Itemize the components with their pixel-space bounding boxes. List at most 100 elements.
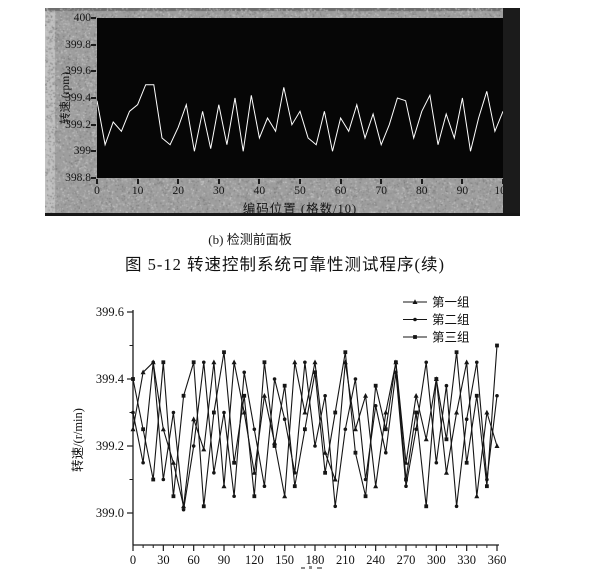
series-2-marker [171, 410, 176, 415]
series-1-marker [352, 426, 358, 432]
series-1-marker [231, 359, 237, 365]
series-2-marker [282, 417, 287, 421]
bottom-y-axis-title: 转速/(r/min) [70, 408, 85, 472]
series-3-marker [181, 393, 186, 398]
clipped-axis-label-fragment [301, 567, 305, 569]
series-3-marker [454, 350, 459, 355]
series-1-marker [494, 443, 500, 448]
series-2-marker [191, 444, 196, 448]
series-1-marker [443, 470, 449, 475]
top-x-tick-label: 10 [131, 185, 144, 197]
bottom-x-tick-label: 300 [427, 553, 446, 567]
series-2-marker [131, 410, 135, 415]
series-1-marker [282, 493, 288, 499]
series-1-marker [484, 409, 490, 415]
bottom-y-tick-label: 399.2 [96, 439, 124, 453]
series-2-marker [424, 360, 429, 365]
top-y-tick-label: 399.6 [65, 65, 91, 78]
series-2-marker [363, 477, 368, 482]
series-2-marker [151, 360, 156, 365]
series-2-marker [181, 507, 186, 512]
series-3-marker [444, 437, 449, 442]
bottom-chart: 399.0 399.2 399.4 399.6 0 30 60 90 120 150 180 210 2… [70, 295, 507, 567]
bottom-x-tick-label: 120 [245, 553, 264, 567]
series-1-marker [191, 416, 197, 422]
bottom-x-tick-label: 270 [397, 553, 416, 567]
series-2-marker [201, 360, 206, 365]
series-3-marker [151, 477, 156, 482]
bottom-y-tick-label: 399.0 [96, 506, 124, 520]
series-2-marker [495, 393, 499, 398]
top-x-tick-mark [299, 179, 301, 184]
top-y-tick-label: 399 [73, 145, 91, 158]
series-1-marker [423, 436, 429, 442]
series-1-marker [302, 409, 308, 415]
top-y-tick-mark [91, 177, 96, 179]
series-1-marker [140, 369, 146, 375]
series-3-marker [131, 377, 135, 381]
waveform-trace [97, 84, 503, 152]
series-2-marker [323, 393, 327, 398]
series-2-marker [252, 427, 257, 432]
top-x-tick-mark [380, 179, 383, 184]
figure-caption: 图 5-12 转速控制系统可靠性测试程序(续) [125, 255, 445, 274]
subfigure-caption: (b) 检测前面板 [208, 232, 292, 247]
series-2-marker [414, 427, 418, 432]
series-2-marker [474, 360, 479, 365]
legend-circle-icon [413, 317, 417, 322]
series-2-marker [454, 504, 459, 509]
series-1-marker [383, 409, 389, 415]
series-1-marker [474, 493, 480, 499]
series-1-marker [332, 476, 338, 482]
top-y-tick-label: 398.8 [65, 172, 91, 184]
top-x-tick-label: 30 [213, 185, 225, 197]
series-3-marker [333, 410, 338, 415]
series-2-marker [262, 484, 267, 488]
series-3-marker [272, 444, 277, 448]
top-x-tick-mark [136, 179, 139, 184]
bottom-x-tick-label: 360 [488, 553, 507, 567]
bottom-x-tick-label: 150 [275, 553, 294, 567]
series-1-marker [373, 483, 379, 489]
bottom-x-tick-label: 180 [306, 553, 325, 567]
bottom-x-tick-label: 240 [366, 553, 385, 567]
series-2-marker [353, 377, 358, 381]
series-1-marker [363, 392, 369, 398]
series-3-marker [414, 410, 419, 415]
top-x-tick-label: 0 [94, 185, 100, 197]
series-2-marker [343, 427, 348, 432]
series-2-marker [272, 377, 277, 381]
series-3-marker [474, 393, 479, 398]
series-3-marker [211, 410, 216, 415]
top-chart-y-axis-title: 转速 (rpm) [60, 71, 72, 125]
series-3-marker [252, 494, 257, 499]
series-2-marker [373, 404, 378, 408]
top-chart-plot-area [97, 18, 503, 178]
series-1-marker [454, 409, 460, 415]
series-2-marker [141, 460, 145, 465]
series-3-marker [373, 383, 378, 388]
series-2-marker [161, 477, 166, 482]
legend-triangle-icon [412, 299, 418, 304]
top-y-tick-label: 399.2 [65, 118, 91, 131]
series-3-marker [383, 427, 388, 432]
legend-label: 第二组 [432, 313, 470, 327]
series-2-marker [232, 494, 236, 499]
top-x-tick-mark [96, 179, 98, 184]
series-3-marker [201, 504, 206, 509]
top-x-tick-label: 20 [172, 185, 184, 197]
clipped-axis-label-fragment [317, 567, 322, 569]
series-3-marker [404, 477, 408, 482]
series-2-marker [222, 410, 226, 415]
series-2-marker [444, 383, 449, 388]
series-1-marker [201, 446, 207, 452]
panel-right-border [503, 8, 520, 213]
bottom-x-tick-label: 60 [187, 553, 200, 567]
top-y-tick-mark [91, 97, 96, 99]
legend-label: 第一组 [432, 295, 470, 309]
series-1-marker [261, 392, 267, 398]
series-1-marker [160, 426, 166, 432]
top-y-tick-mark [91, 43, 96, 46]
series-2-marker [404, 484, 408, 488]
series-3-marker [495, 343, 499, 348]
